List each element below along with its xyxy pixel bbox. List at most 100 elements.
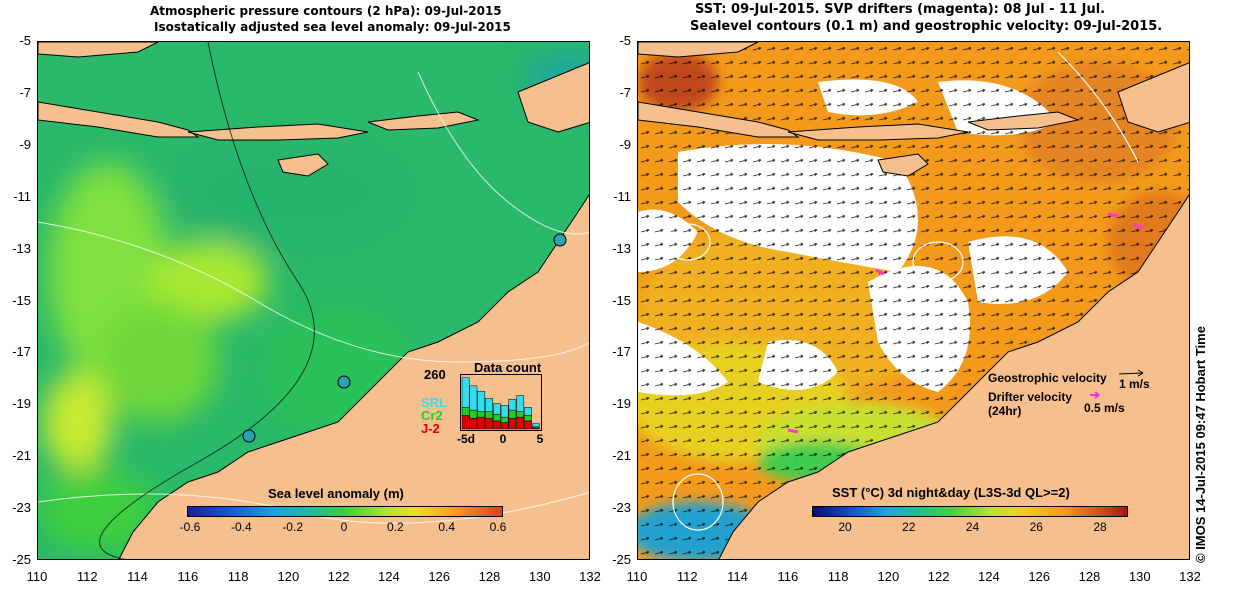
sst-field [638,42,1189,559]
lon-tick-label: 110 [626,569,648,584]
lon-tick-label: 122 [927,569,950,584]
data-count-bar-cr2 [461,407,470,416]
data-count-tick-start: -5d [457,432,475,446]
colorbar-tick-label: 20 [838,520,852,534]
lon-tick-label: 128 [478,569,501,584]
sla-colorbar-label: Sea level anomaly (m) [268,486,404,501]
data-count-bar-srl [508,399,517,411]
lon-tick-label: 132 [579,569,601,584]
lon-tick-label: 130 [1128,569,1151,584]
lon-tick-label: 124 [378,569,400,584]
data-count-bar-j2 [492,420,501,430]
colorbar-tick-label: 24 [965,520,980,534]
data-count-bar-cr2 [516,411,525,418]
lat-tick-label: -15 [612,292,631,308]
data-count-bar-srl [461,377,470,408]
colorbar-tick-label: 0.6 [489,520,507,534]
data-count-tick-zero: 0 [499,432,507,446]
lon-tick-label: 110 [26,569,48,584]
data-count-histogram [460,374,542,431]
right-title-line2: Sealevel contours (0.1 m) and geostrophi… [690,19,1163,34]
data-count-bar-cr2 [524,415,532,422]
lat-tick-label: -15 [12,292,31,308]
data-count-bar-srl [500,404,509,418]
lon-tick-label: 116 [777,569,799,584]
lat-tick-label: -7 [619,84,631,100]
drifter-velocity-sub: (24hr) [988,404,1022,418]
data-count-bar-srl [516,395,525,412]
data-count-bar-srl [524,407,532,416]
colorbar-tick-label: 22 [902,520,916,534]
lon-tick-label: 130 [528,569,551,584]
colorbar-tick-label: -0.6 [179,520,201,534]
lat-tick-label: -9 [619,136,631,152]
lon-tick-label: 118 [827,569,849,584]
colorbar-tick-label: -0.4 [230,520,252,534]
lat-tick-label: -19 [612,396,631,412]
lon-tick-label: 126 [1028,569,1051,584]
data-count-bar-j2 [469,417,478,430]
data-count-bar-j2 [461,415,470,430]
lat-tick-label: -25 [12,552,31,567]
lon-tick-label: 118 [227,569,249,584]
lat-tick-label: -7 [19,84,31,100]
data-count-bar-cr2 [500,416,509,423]
left-title-line1: Atmospheric pressure contours (2 hPa): 0… [150,4,502,18]
data-count-cr2: Cr2 [421,408,443,423]
lat-tick-label: -21 [12,448,31,464]
sst-map [637,41,1190,560]
data-count-title: Data count [474,360,542,375]
imos-credit: © IMOS 14-Jul-2015 09:47 Hobart Time [1193,326,1208,563]
data-count-bar-srl [477,390,486,412]
data-count-bar-cr2 [469,409,478,419]
data-count-bar-j2 [500,422,509,430]
geostrophic-velocity-label: Geostrophic velocity [988,371,1107,385]
data-count-bar-j2 [485,417,493,430]
data-count-bar-cr2 [477,411,486,418]
data-count-srl: SRL [421,395,447,410]
lat-tick-label: -5 [619,33,631,48]
lon-tick-label: 128 [1078,569,1101,584]
geostrophic-velocity-scale: 1 m/s [1119,377,1150,391]
data-count-max: 260 [424,367,446,382]
sst-colorbar-label: SST (°C) 3d night&day (L3S-3d QL>=2) [832,485,1070,500]
data-count-bar-j2 [524,420,532,430]
lat-tick-label: -19 [12,396,31,412]
colorbar-tick-label: -0.2 [282,520,303,534]
lat-tick-label: -13 [612,240,631,256]
lat-tick-label: -21 [612,448,631,464]
lon-tick-label: 122 [327,569,350,584]
data-count-bar-srl [492,403,501,415]
data-count-bar-j2 [516,416,525,430]
lon-tick-label: 112 [676,569,698,584]
lat-tick-label: -17 [12,344,31,360]
data-count-bar-j2 [508,417,517,430]
data-count-frame [460,374,542,431]
lat-tick-label: -17 [612,344,631,360]
lat-tick-label: -11 [613,188,631,204]
colorbar-tick-label: 0 [340,520,348,534]
lat-tick-label: -5 [19,33,31,48]
sla-colorbar [187,506,503,517]
left-title-line2: Isostatically adjusted sea level anomaly… [154,20,511,34]
data-count-bar-srl [469,385,478,411]
lat-tick-label: -23 [12,500,31,516]
data-count-bar-srl [485,397,493,412]
lon-tick-label: 116 [177,569,199,584]
data-count-j2: J-2 [421,421,440,436]
colorbar-tick-label: 28 [1093,520,1107,534]
right-title-line1: SST: 09-Jul-2015. SVP drifters (magenta)… [695,2,1106,17]
lon-tick-label: 112 [76,569,98,584]
lon-tick-label: 124 [978,569,1000,584]
data-count-bar-cr2 [485,411,493,419]
lon-tick-label: 132 [1179,569,1201,584]
geostrophic-velocity-arrow-icon [1118,369,1144,377]
sst-colorbar [812,506,1128,517]
drifter-velocity-label: Drifter velocity [988,390,1073,404]
lat-tick-label: -11 [13,188,31,204]
lat-tick-label: -13 [12,240,31,256]
lon-tick-label: 120 [277,569,300,584]
lon-tick-label: 120 [877,569,900,584]
data-count-tick-end: 5 [536,432,544,446]
lat-tick-label: -25 [612,552,631,567]
